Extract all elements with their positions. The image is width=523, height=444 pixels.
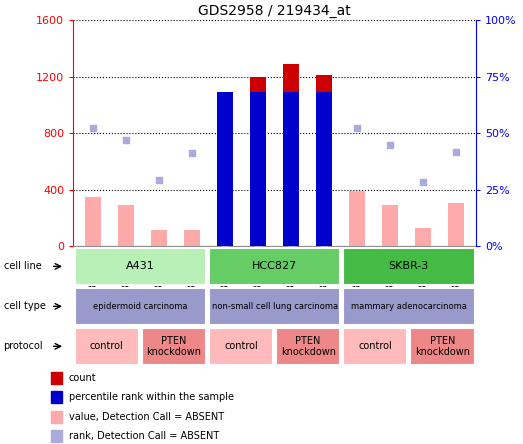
Bar bbox=[75, 288, 206, 325]
Text: cell type: cell type bbox=[4, 301, 46, 311]
Bar bbox=[283, 92, 299, 246]
Bar bbox=[209, 248, 340, 285]
Bar bbox=[283, 64, 299, 246]
Text: protocol: protocol bbox=[4, 341, 43, 351]
Bar bbox=[75, 248, 206, 285]
Bar bbox=[217, 96, 233, 246]
Text: mammary adenocarcinoma: mammary adenocarcinoma bbox=[351, 302, 467, 311]
Text: control: control bbox=[358, 341, 392, 351]
Point bbox=[221, 243, 229, 250]
Bar bbox=[316, 92, 332, 246]
Bar bbox=[75, 328, 139, 365]
Text: PTEN
knockdown: PTEN knockdown bbox=[415, 336, 470, 357]
Text: value, Detection Call = ABSENT: value, Detection Call = ABSENT bbox=[69, 412, 224, 422]
Text: rank, Detection Call = ABSENT: rank, Detection Call = ABSENT bbox=[69, 431, 219, 441]
Bar bbox=[343, 288, 474, 325]
Bar bbox=[51, 391, 62, 404]
Text: cell line: cell line bbox=[4, 262, 41, 271]
Point bbox=[419, 178, 427, 186]
Bar bbox=[415, 228, 431, 246]
Point bbox=[155, 176, 163, 183]
Text: PTEN
knockdown: PTEN knockdown bbox=[146, 336, 201, 357]
Point bbox=[452, 149, 460, 156]
Text: A431: A431 bbox=[126, 262, 155, 271]
Bar bbox=[184, 230, 200, 246]
Bar bbox=[85, 197, 101, 246]
Bar bbox=[142, 328, 206, 365]
Bar bbox=[151, 230, 167, 246]
Text: SKBR-3: SKBR-3 bbox=[389, 262, 429, 271]
Text: count: count bbox=[69, 373, 96, 383]
Point bbox=[89, 124, 97, 131]
Text: PTEN
knockdown: PTEN knockdown bbox=[281, 336, 336, 357]
Point bbox=[254, 243, 262, 250]
Text: epidermoid carcinoma: epidermoid carcinoma bbox=[93, 302, 188, 311]
Bar bbox=[343, 248, 474, 285]
Bar bbox=[382, 206, 399, 246]
Title: GDS2958 / 219434_at: GDS2958 / 219434_at bbox=[198, 4, 351, 18]
Bar bbox=[343, 328, 407, 365]
Bar bbox=[276, 328, 340, 365]
Point bbox=[353, 124, 361, 131]
Bar bbox=[217, 92, 233, 246]
Point bbox=[386, 141, 394, 148]
Point bbox=[287, 243, 295, 250]
Bar bbox=[51, 372, 62, 384]
Text: HCC827: HCC827 bbox=[252, 262, 297, 271]
Bar bbox=[410, 328, 474, 365]
Text: non-small cell lung carcinoma: non-small cell lung carcinoma bbox=[211, 302, 338, 311]
Bar bbox=[51, 411, 62, 423]
Bar bbox=[209, 288, 340, 325]
Bar bbox=[250, 92, 266, 246]
Bar bbox=[118, 206, 134, 246]
Bar bbox=[448, 203, 464, 246]
Text: control: control bbox=[90, 341, 123, 351]
Point bbox=[122, 136, 130, 143]
Point bbox=[188, 150, 196, 157]
Text: control: control bbox=[224, 341, 258, 351]
Bar bbox=[316, 75, 332, 246]
Bar bbox=[209, 328, 273, 365]
Bar bbox=[349, 191, 366, 246]
Point bbox=[320, 243, 328, 250]
Bar bbox=[250, 76, 266, 246]
Text: percentile rank within the sample: percentile rank within the sample bbox=[69, 392, 233, 402]
Bar bbox=[51, 430, 62, 442]
